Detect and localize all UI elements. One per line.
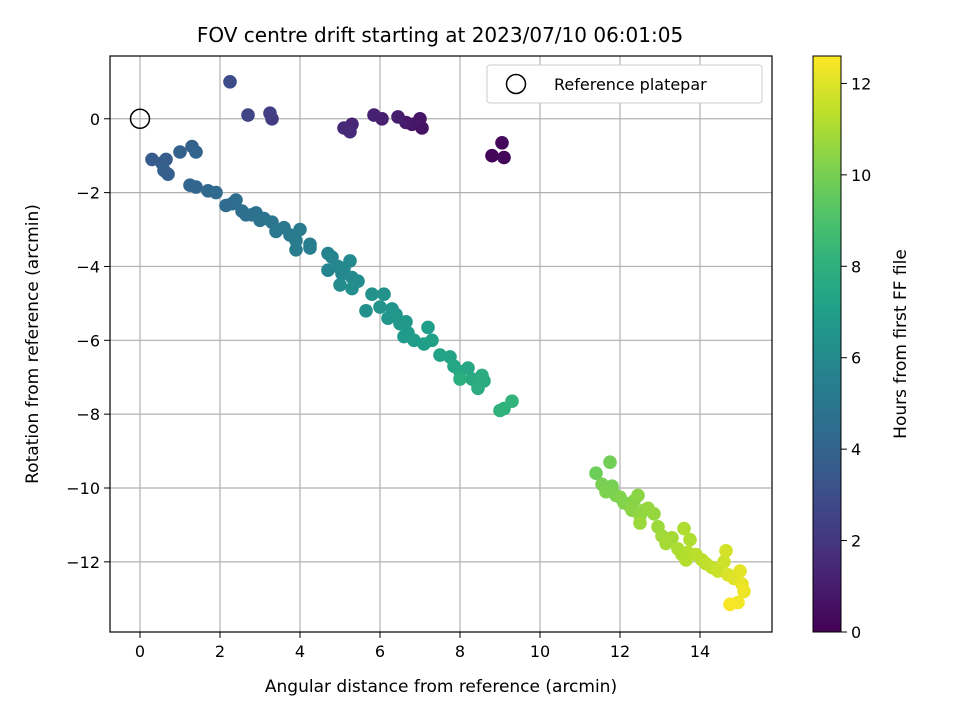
x-tick-label: 4 <box>295 642 305 661</box>
colorbar-tick-label: 12 <box>851 74 871 93</box>
y-tick-label: −4 <box>76 257 100 276</box>
data-point <box>381 311 395 326</box>
colorbar-tick-label: 6 <box>851 349 861 368</box>
data-point <box>345 281 359 296</box>
reference-marker <box>129 108 151 130</box>
data-point <box>497 150 511 165</box>
legend-entry-reference-platepar: Reference platepar <box>554 75 707 94</box>
x-axis-label: Angular distance from reference (arcmin) <box>265 677 617 697</box>
data-point <box>303 241 317 255</box>
axis-ticks: 0 2 4 6 8 10 12 14 0 −2 −4 −6 −8 −10 −12 <box>66 110 710 661</box>
x-tick-label: 6 <box>375 642 385 661</box>
data-point <box>229 193 243 207</box>
data-point <box>633 516 647 530</box>
data-point <box>453 372 467 386</box>
x-tick-label: 0 <box>135 642 145 661</box>
data-point <box>189 180 203 194</box>
y-tick-label: −10 <box>66 479 100 498</box>
data-point <box>679 553 693 567</box>
data-point <box>717 555 731 569</box>
legend-marker <box>505 73 527 95</box>
y-tick-label: −2 <box>76 184 100 203</box>
data-point <box>161 167 175 181</box>
colorbar-tick-label: 8 <box>851 257 861 276</box>
data-point <box>365 287 379 302</box>
x-tick-label: 8 <box>455 642 465 661</box>
colorbar-tick-label: 4 <box>851 440 861 459</box>
data-point <box>377 287 391 302</box>
data-point <box>425 333 439 348</box>
data-points <box>145 75 751 612</box>
data-point <box>159 152 173 167</box>
x-tick-label: 14 <box>690 642 710 661</box>
chart-title: FOV centre drift starting at 2023/07/10 … <box>197 23 683 47</box>
data-point <box>289 243 303 257</box>
data-point <box>603 455 617 470</box>
grid <box>110 56 772 632</box>
data-point <box>391 110 405 124</box>
data-point <box>399 315 413 329</box>
y-axis-label: Rotation from reference (arcmin) <box>23 204 43 484</box>
colorbar-tick-label: 0 <box>851 623 861 642</box>
data-point <box>173 145 187 159</box>
data-point <box>189 145 203 159</box>
data-point <box>475 368 489 383</box>
data-point <box>343 124 357 139</box>
data-point <box>209 185 223 200</box>
data-point <box>263 106 277 120</box>
data-point <box>485 148 499 163</box>
data-point <box>631 488 645 503</box>
data-point <box>505 394 519 409</box>
data-point <box>495 136 509 150</box>
data-point <box>665 531 679 545</box>
data-point <box>343 254 357 268</box>
data-point <box>733 564 747 578</box>
data-point <box>737 584 751 599</box>
data-point <box>471 381 485 396</box>
y-tick-label: −8 <box>76 405 100 424</box>
colorbar-tick-label: 2 <box>851 532 861 551</box>
data-point <box>367 108 381 122</box>
x-tick-label: 10 <box>530 642 550 661</box>
data-point <box>647 507 661 521</box>
data-point <box>241 108 255 122</box>
colorbar-ticks: 0 2 4 6 8 10 12 <box>841 74 871 642</box>
data-point <box>223 75 237 89</box>
x-tick-label: 12 <box>610 642 630 661</box>
y-tick-label: 0 <box>90 110 100 129</box>
legend: Reference platepar <box>486 64 763 104</box>
y-tick-label: −12 <box>66 553 100 572</box>
y-tick-label: −6 <box>76 331 100 350</box>
data-point <box>373 300 387 314</box>
colorbar-label: Hours from first FF file <box>891 249 911 439</box>
data-point <box>719 544 733 558</box>
legend-box <box>486 64 763 104</box>
data-point <box>359 304 373 318</box>
data-point <box>723 597 737 612</box>
data-point <box>683 532 697 547</box>
data-point <box>333 278 347 292</box>
data-point <box>677 521 691 536</box>
colorbar-tick-label: 10 <box>851 166 871 185</box>
colorbar <box>812 55 842 633</box>
data-point <box>293 222 307 237</box>
data-point <box>589 466 603 481</box>
data-point <box>421 320 435 335</box>
reference-platepar-marker <box>129 108 151 130</box>
data-point <box>461 361 475 375</box>
plot-frame <box>109 55 773 633</box>
x-tick-label: 2 <box>215 642 225 661</box>
